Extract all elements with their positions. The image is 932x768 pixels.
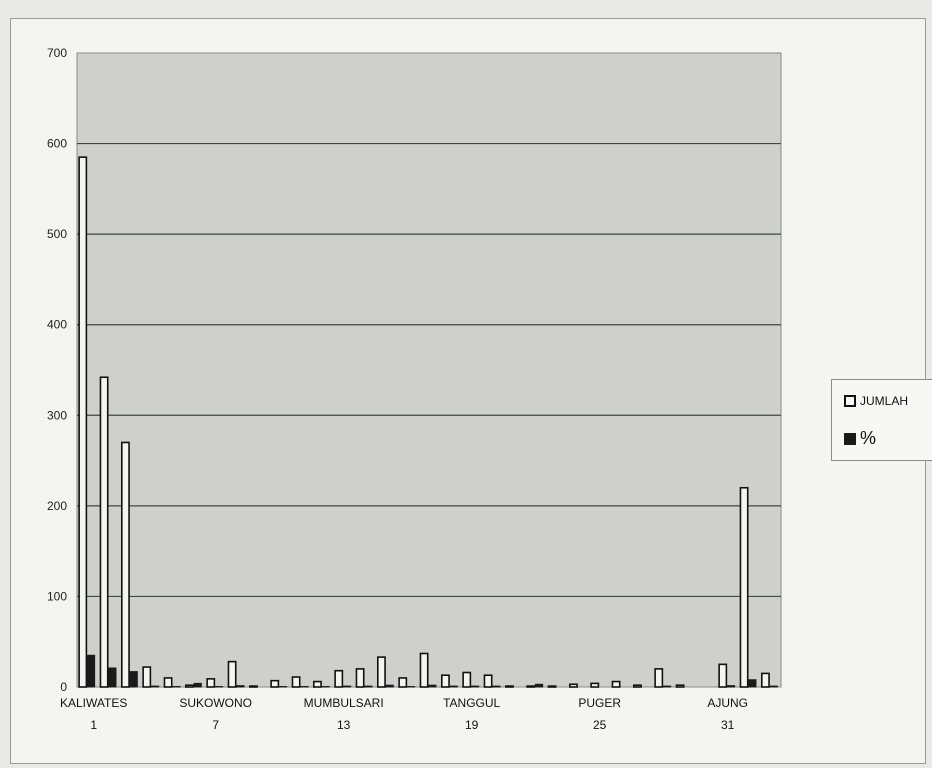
bar-jumlah-17	[419, 652, 429, 688]
bar-jumlah-10	[270, 679, 280, 688]
bar-percent-6	[193, 682, 202, 688]
x-label-tanggul: TANGGUL	[443, 696, 500, 710]
bar-jumlah-20	[483, 674, 493, 688]
y-tick-label-200: 200	[47, 499, 67, 513]
bar-percent-19	[470, 685, 480, 688]
bar-percent-15	[385, 684, 394, 688]
y-tick-label-700: 700	[47, 46, 67, 60]
bar-percent-1	[86, 654, 96, 688]
x-label-puger: PUGER	[578, 696, 621, 710]
bar-jumlah-25	[590, 682, 600, 688]
bar-jumlah-15	[376, 656, 386, 688]
y-tick-label-300: 300	[47, 408, 67, 422]
bar-jumlah-33	[760, 672, 770, 688]
bar-jumlah-21	[504, 685, 514, 688]
bar-percent-28	[662, 685, 672, 688]
bar-jumlah-23	[547, 685, 557, 688]
bar-percent-4	[150, 685, 160, 688]
y-tick-label-400: 400	[47, 318, 67, 332]
bar-percent-14	[364, 685, 373, 688]
legend-item-jumlah: JUMLAH	[844, 394, 908, 408]
x-label-number-13: 13	[337, 718, 351, 732]
bar-percent-13	[342, 685, 352, 688]
x-label-number-25: 25	[593, 718, 607, 732]
bar-jumlah-8	[227, 660, 237, 688]
bar-percent-22	[534, 683, 544, 688]
bar-jumlah-26	[611, 680, 621, 688]
bar-jumlah-31	[718, 663, 728, 688]
bar-percent-2	[108, 667, 117, 688]
x-label-sukowono: SUKOWONO	[179, 696, 252, 710]
bar-percent-33	[769, 685, 778, 688]
bar-jumlah-28	[654, 668, 664, 688]
bar-jumlah-14	[355, 668, 365, 688]
bar-jumlah-12	[312, 680, 322, 688]
legend-swatch-percent	[844, 432, 856, 445]
bar-percent-31	[726, 685, 736, 688]
x-label-number-19: 19	[465, 718, 479, 732]
bar-jumlah-32	[739, 486, 749, 688]
bar-jumlah-6	[185, 684, 194, 688]
legend-label-percent: %	[860, 428, 877, 448]
bar-jumlah-4	[142, 666, 152, 688]
x-label-number-31: 31	[721, 718, 735, 732]
bar-percent-32	[748, 679, 757, 688]
bar-percent-18	[449, 685, 458, 688]
bar-jumlah-24	[568, 683, 578, 688]
bar-percent-17	[428, 684, 437, 688]
bar-jumlah-5	[163, 677, 173, 688]
plot-area	[76, 52, 782, 688]
bar-jumlah-2	[99, 376, 109, 688]
bar-jumlah-7	[206, 678, 216, 688]
bar-jumlah-22	[526, 685, 536, 688]
bar-jumlah-13	[334, 669, 344, 688]
y-tick-label-100: 100	[47, 589, 67, 603]
y-tick-label-0: 0	[60, 680, 67, 694]
bar-percent-20	[492, 685, 501, 688]
bar-jumlah-19	[462, 671, 472, 688]
bar-jumlah-1	[78, 156, 88, 688]
bar-jumlah-9	[249, 685, 258, 688]
bar-percent-8	[236, 685, 245, 688]
y-tick-label-600: 600	[47, 137, 67, 151]
x-label-mumbulsari: MUMBULSARI	[304, 696, 384, 710]
x-label-kaliwates: KALIWATES	[60, 696, 127, 710]
y-tick-label-500: 500	[47, 227, 67, 241]
x-label-ajung: AJUNG	[707, 696, 748, 710]
chart-plot: 0 100 200 300 400 500 600 700 KALIWATES 1 SUKOWON…	[47, 46, 782, 732]
legend-label-jumlah: JUMLAH	[860, 394, 909, 408]
bar-jumlah-16	[398, 677, 408, 688]
legend-item-percent: %	[844, 428, 876, 449]
chart-frame: 0 100 200 300 400 500 600 700 KALIWATES 1 SUKOWON…	[10, 18, 932, 764]
x-label-number-1: 1	[90, 718, 97, 732]
x-label-number-7: 7	[212, 718, 219, 732]
bar-jumlah-29	[675, 684, 685, 688]
bar-jumlah-11	[291, 676, 301, 688]
bar-percent-3	[129, 671, 138, 688]
bar-jumlah-27	[632, 684, 642, 688]
legend-swatch-jumlah	[844, 395, 856, 407]
chart-legend: JUMLAH %	[831, 379, 932, 461]
bar-jumlah-3	[121, 441, 130, 688]
bar-jumlah-18	[440, 674, 450, 688]
